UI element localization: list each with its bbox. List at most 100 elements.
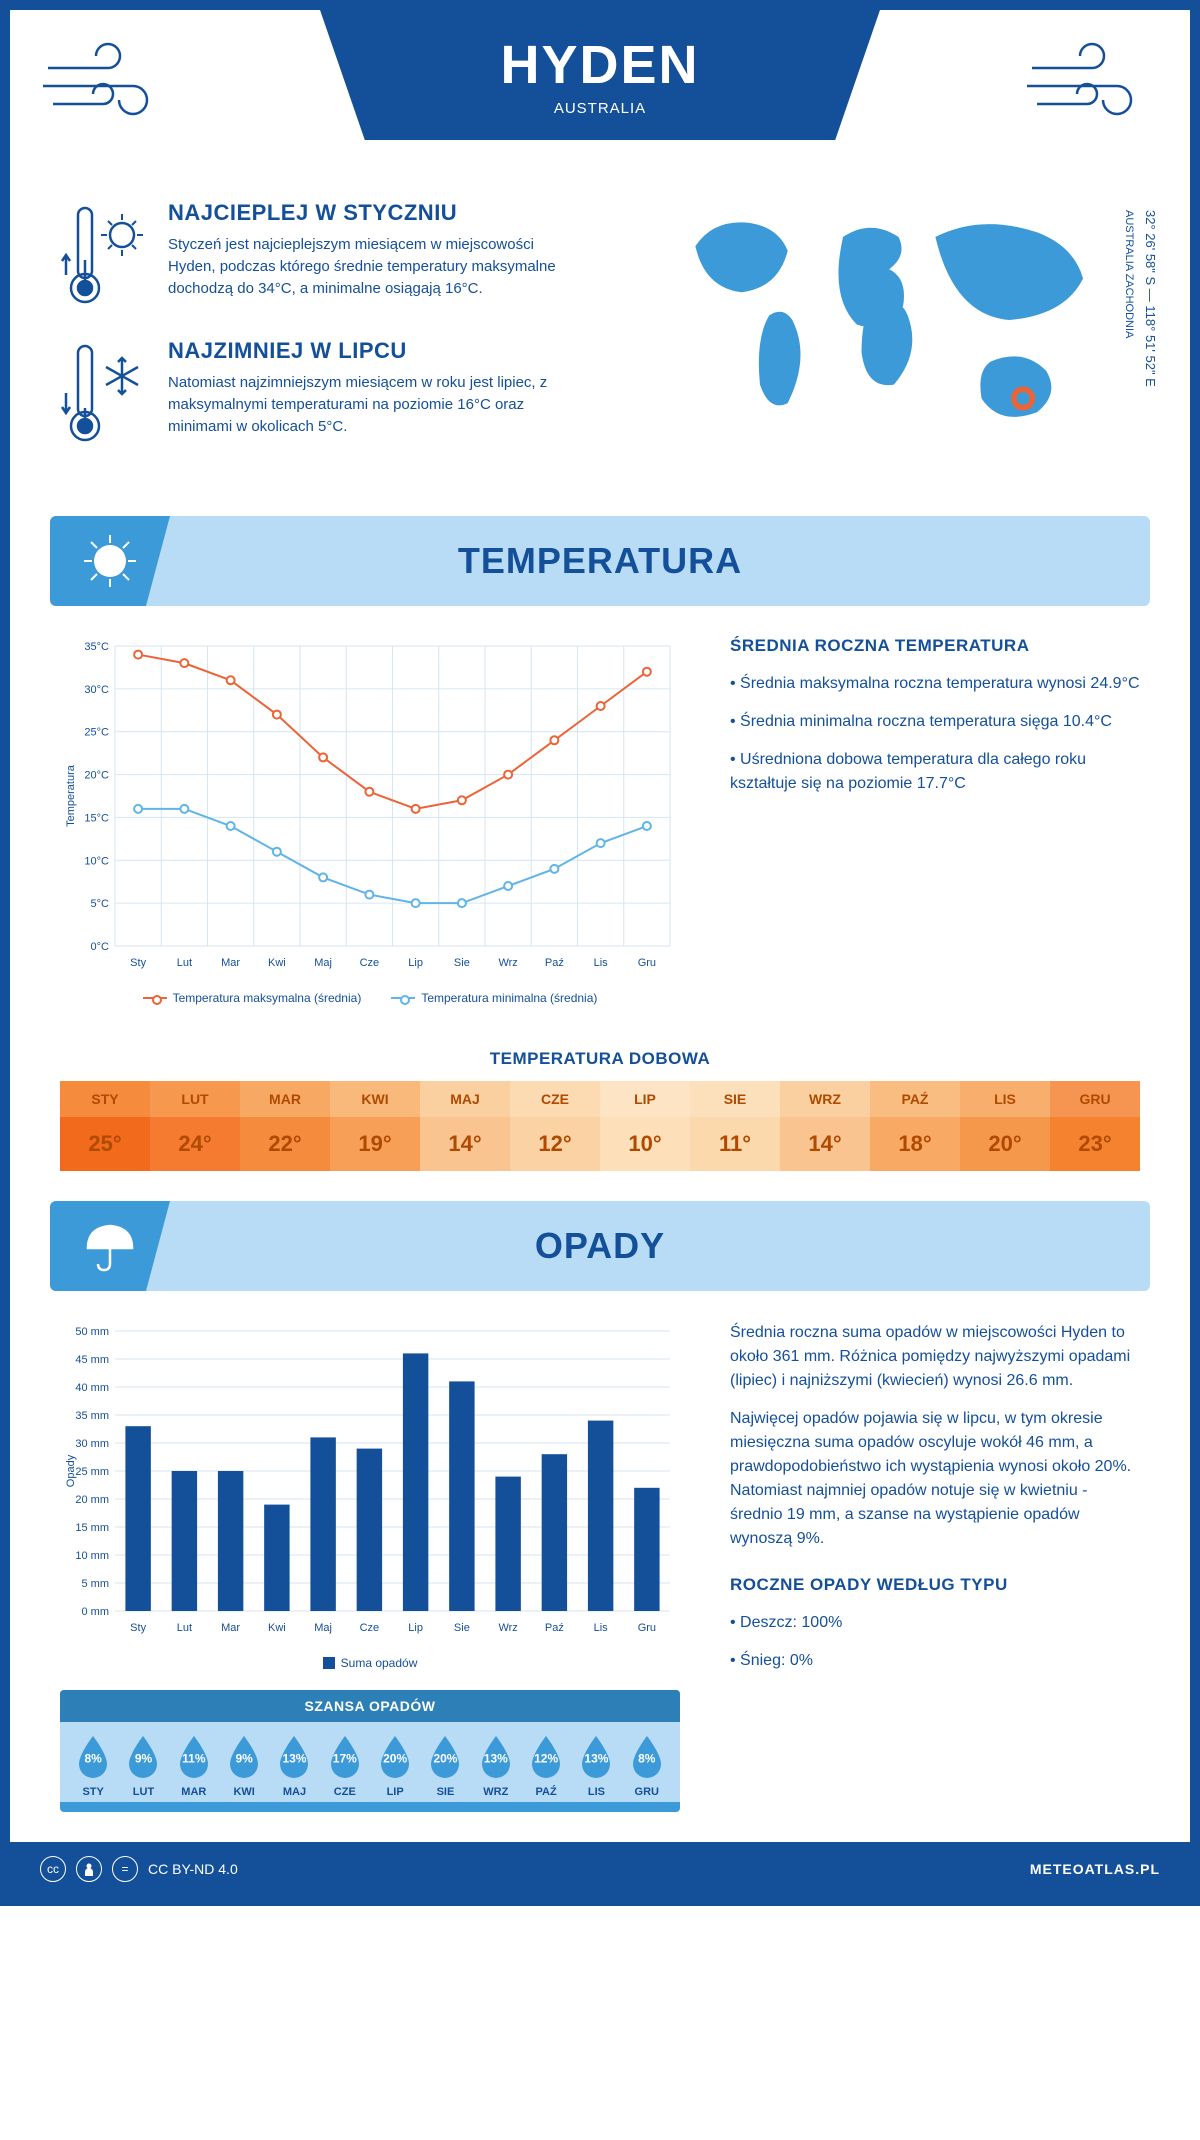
avg-temp-b3: • Uśredniona dobowa temperatura dla całe… (730, 748, 1140, 796)
hot-title: NAJCIEPLEJ W STYCZNIU (168, 200, 580, 226)
wind-icon (1022, 38, 1162, 128)
chance-item: 13%LIS (571, 1734, 621, 1798)
chance-item: 20%LIP (370, 1734, 420, 1798)
precip-section-header: OPADY (50, 1201, 1150, 1291)
chance-title: SZANSA OPADÓW (60, 1690, 680, 1722)
chance-item: 11%MAR (169, 1734, 219, 1798)
svg-text:Lis: Lis (594, 1622, 609, 1634)
precip-snow: • Śnieg: 0% (730, 1649, 1140, 1673)
svg-text:25 mm: 25 mm (75, 1466, 109, 1478)
wind-icon (38, 38, 178, 128)
svg-text:Maj: Maj (314, 1622, 332, 1634)
svg-text:10 mm: 10 mm (75, 1550, 109, 1562)
precip-type-heading: ROCZNE OPADY WEDŁUG TYPU (730, 1575, 1140, 1595)
precip-rain: • Deszcz: 100% (730, 1611, 1140, 1635)
svg-text:Wrz: Wrz (498, 1622, 517, 1634)
temp-chart-legend: Temperatura maksymalna (średnia) Tempera… (60, 991, 680, 1005)
svg-text:Mar: Mar (221, 1622, 240, 1634)
chance-item: 8%STY (68, 1734, 118, 1798)
chance-item: 13%MAJ (269, 1734, 319, 1798)
avg-temp-b1: • Średnia maksymalna roczna temperatura … (730, 672, 1140, 696)
svg-text:5°C: 5°C (91, 898, 110, 910)
cold-text: Natomiast najzimniejszym miesiącem w rok… (168, 372, 580, 437)
chance-item: 9%LUT (118, 1734, 168, 1798)
daily-temp-table: STY25°LUT24°MAR22°KWI19°MAJ14°CZE12°LIP1… (60, 1081, 1140, 1171)
svg-text:Lut: Lut (177, 957, 192, 969)
cc-icon: cc (40, 1856, 66, 1882)
svg-text:Gru: Gru (638, 957, 656, 969)
daily-col: LUT24° (150, 1081, 240, 1171)
svg-text:50 mm: 50 mm (75, 1326, 109, 1338)
footer: cc = CC BY-ND 4.0 METEOATLAS.PL (10, 1842, 1190, 1896)
svg-text:30 mm: 30 mm (75, 1438, 109, 1450)
daily-col: LIS20° (960, 1081, 1050, 1171)
svg-text:Lip: Lip (408, 1622, 423, 1634)
precip-chance-box: SZANSA OPADÓW 8%STY9%LUT11%MAR9%KWI13%MA… (60, 1690, 680, 1812)
thermometer-sun-icon (60, 200, 150, 310)
coldest-fact: NAJZIMNIEJ W LIPCU Natomiast najzimniejs… (60, 338, 580, 448)
svg-text:40 mm: 40 mm (75, 1382, 109, 1394)
avg-temp-b2: • Średnia minimalna roczna temperatura s… (730, 710, 1140, 734)
chance-item: 13%WRZ (471, 1734, 521, 1798)
daily-col: LIP10° (600, 1081, 690, 1171)
svg-text:Cze: Cze (360, 957, 380, 969)
precip-p2: Najwięcej opadów pojawia się w lipcu, w … (730, 1407, 1140, 1551)
svg-text:35°C: 35°C (84, 641, 109, 653)
svg-text:Kwi: Kwi (268, 957, 286, 969)
thermometer-snow-icon (60, 338, 150, 448)
svg-text:Temperatura: Temperatura (65, 764, 77, 827)
svg-text:0 mm: 0 mm (82, 1606, 110, 1618)
svg-text:35 mm: 35 mm (75, 1410, 109, 1422)
chance-item: 20%SIE (420, 1734, 470, 1798)
svg-text:Sie: Sie (454, 957, 470, 969)
hottest-fact: NAJCIEPLEJ W STYCZNIU Styczeń jest najci… (60, 200, 580, 310)
by-icon (76, 1856, 102, 1882)
svg-text:Paź: Paź (545, 1622, 564, 1634)
header: HYDEN AUSTRALIA (10, 10, 1190, 170)
daily-col: PAŹ18° (870, 1081, 960, 1171)
svg-text:Sty: Sty (130, 957, 146, 969)
svg-text:Paź: Paź (545, 957, 564, 969)
svg-text:Cze: Cze (360, 1622, 380, 1634)
svg-text:Gru: Gru (638, 1622, 656, 1634)
daily-col: CZE12° (510, 1081, 600, 1171)
precip-heading: OPADY (535, 1225, 665, 1267)
precip-p1: Średnia roczna suma opadów w miejscowośc… (730, 1321, 1140, 1393)
daily-col: MAR22° (240, 1081, 330, 1171)
license-text: CC BY-ND 4.0 (148, 1861, 238, 1877)
svg-text:Wrz: Wrz (498, 957, 517, 969)
avg-temp-heading: ŚREDNIA ROCZNA TEMPERATURA (730, 636, 1140, 656)
svg-text:5 mm: 5 mm (82, 1578, 110, 1590)
daily-col: SIE11° (690, 1081, 780, 1171)
svg-text:20 mm: 20 mm (75, 1494, 109, 1506)
title-banner: HYDEN AUSTRALIA (320, 10, 880, 140)
svg-text:Lis: Lis (594, 957, 609, 969)
chance-item: 9%KWI (219, 1734, 269, 1798)
daily-col: GRU23° (1050, 1081, 1140, 1171)
sun-icon (50, 516, 170, 606)
svg-text:Sie: Sie (454, 1622, 470, 1634)
coordinates: 32° 26' 58" S — 118° 51' 52" E AUSTRALIA… (1118, 210, 1160, 387)
city-name: HYDEN (320, 34, 880, 96)
svg-text:Maj: Maj (314, 957, 332, 969)
svg-text:30°C: 30°C (84, 684, 109, 696)
precipitation-bar-chart: 0 mm 5 mm 10 mm 15 mm 20 mm 25 mm 30 mm 35 mm 40… (60, 1321, 680, 1641)
daily-col: WRZ14° (780, 1081, 870, 1171)
umbrella-icon (50, 1201, 170, 1291)
precip-chart-legend: Suma opadów (60, 1656, 680, 1670)
svg-text:25°C: 25°C (84, 727, 109, 739)
svg-text:20°C: 20°C (84, 770, 109, 782)
svg-text:0°C: 0°C (91, 941, 110, 953)
country-name: AUSTRALIA (320, 100, 880, 117)
svg-text:15°C: 15°C (84, 812, 109, 824)
svg-text:Lut: Lut (177, 1622, 192, 1634)
daily-col: STY25° (60, 1081, 150, 1171)
svg-text:Lip: Lip (408, 957, 423, 969)
svg-text:10°C: 10°C (84, 855, 109, 867)
svg-text:Sty: Sty (130, 1622, 146, 1634)
chance-item: 17%CZE (320, 1734, 370, 1798)
svg-text:15 mm: 15 mm (75, 1522, 109, 1534)
daily-col: MAJ14° (420, 1081, 510, 1171)
nd-icon: = (112, 1856, 138, 1882)
hot-text: Styczeń jest najcieplejszym miesiącem w … (168, 234, 580, 299)
